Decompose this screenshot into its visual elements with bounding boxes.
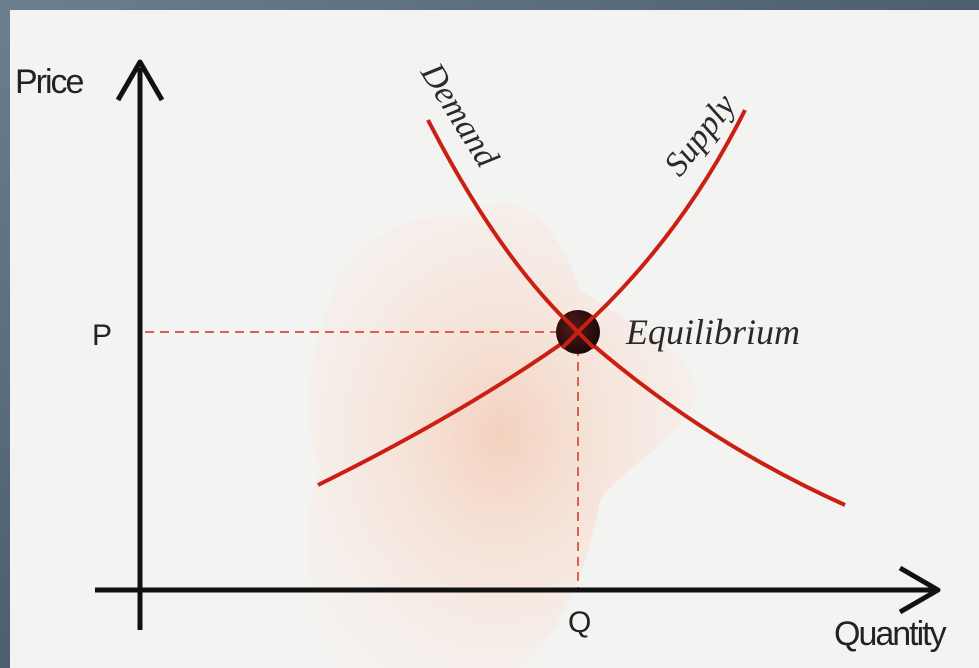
quantity-marker: Q xyxy=(568,606,591,639)
price-marker: P xyxy=(92,319,112,352)
equilibrium-cross xyxy=(560,314,596,350)
y-axis-label: Price xyxy=(15,63,84,101)
hand xyxy=(306,203,696,668)
x-axis-label: Quantity xyxy=(834,615,947,653)
equilibrium-label: Equilibrium xyxy=(625,312,800,352)
y-arrow xyxy=(115,59,165,102)
x-arrow xyxy=(898,565,941,615)
